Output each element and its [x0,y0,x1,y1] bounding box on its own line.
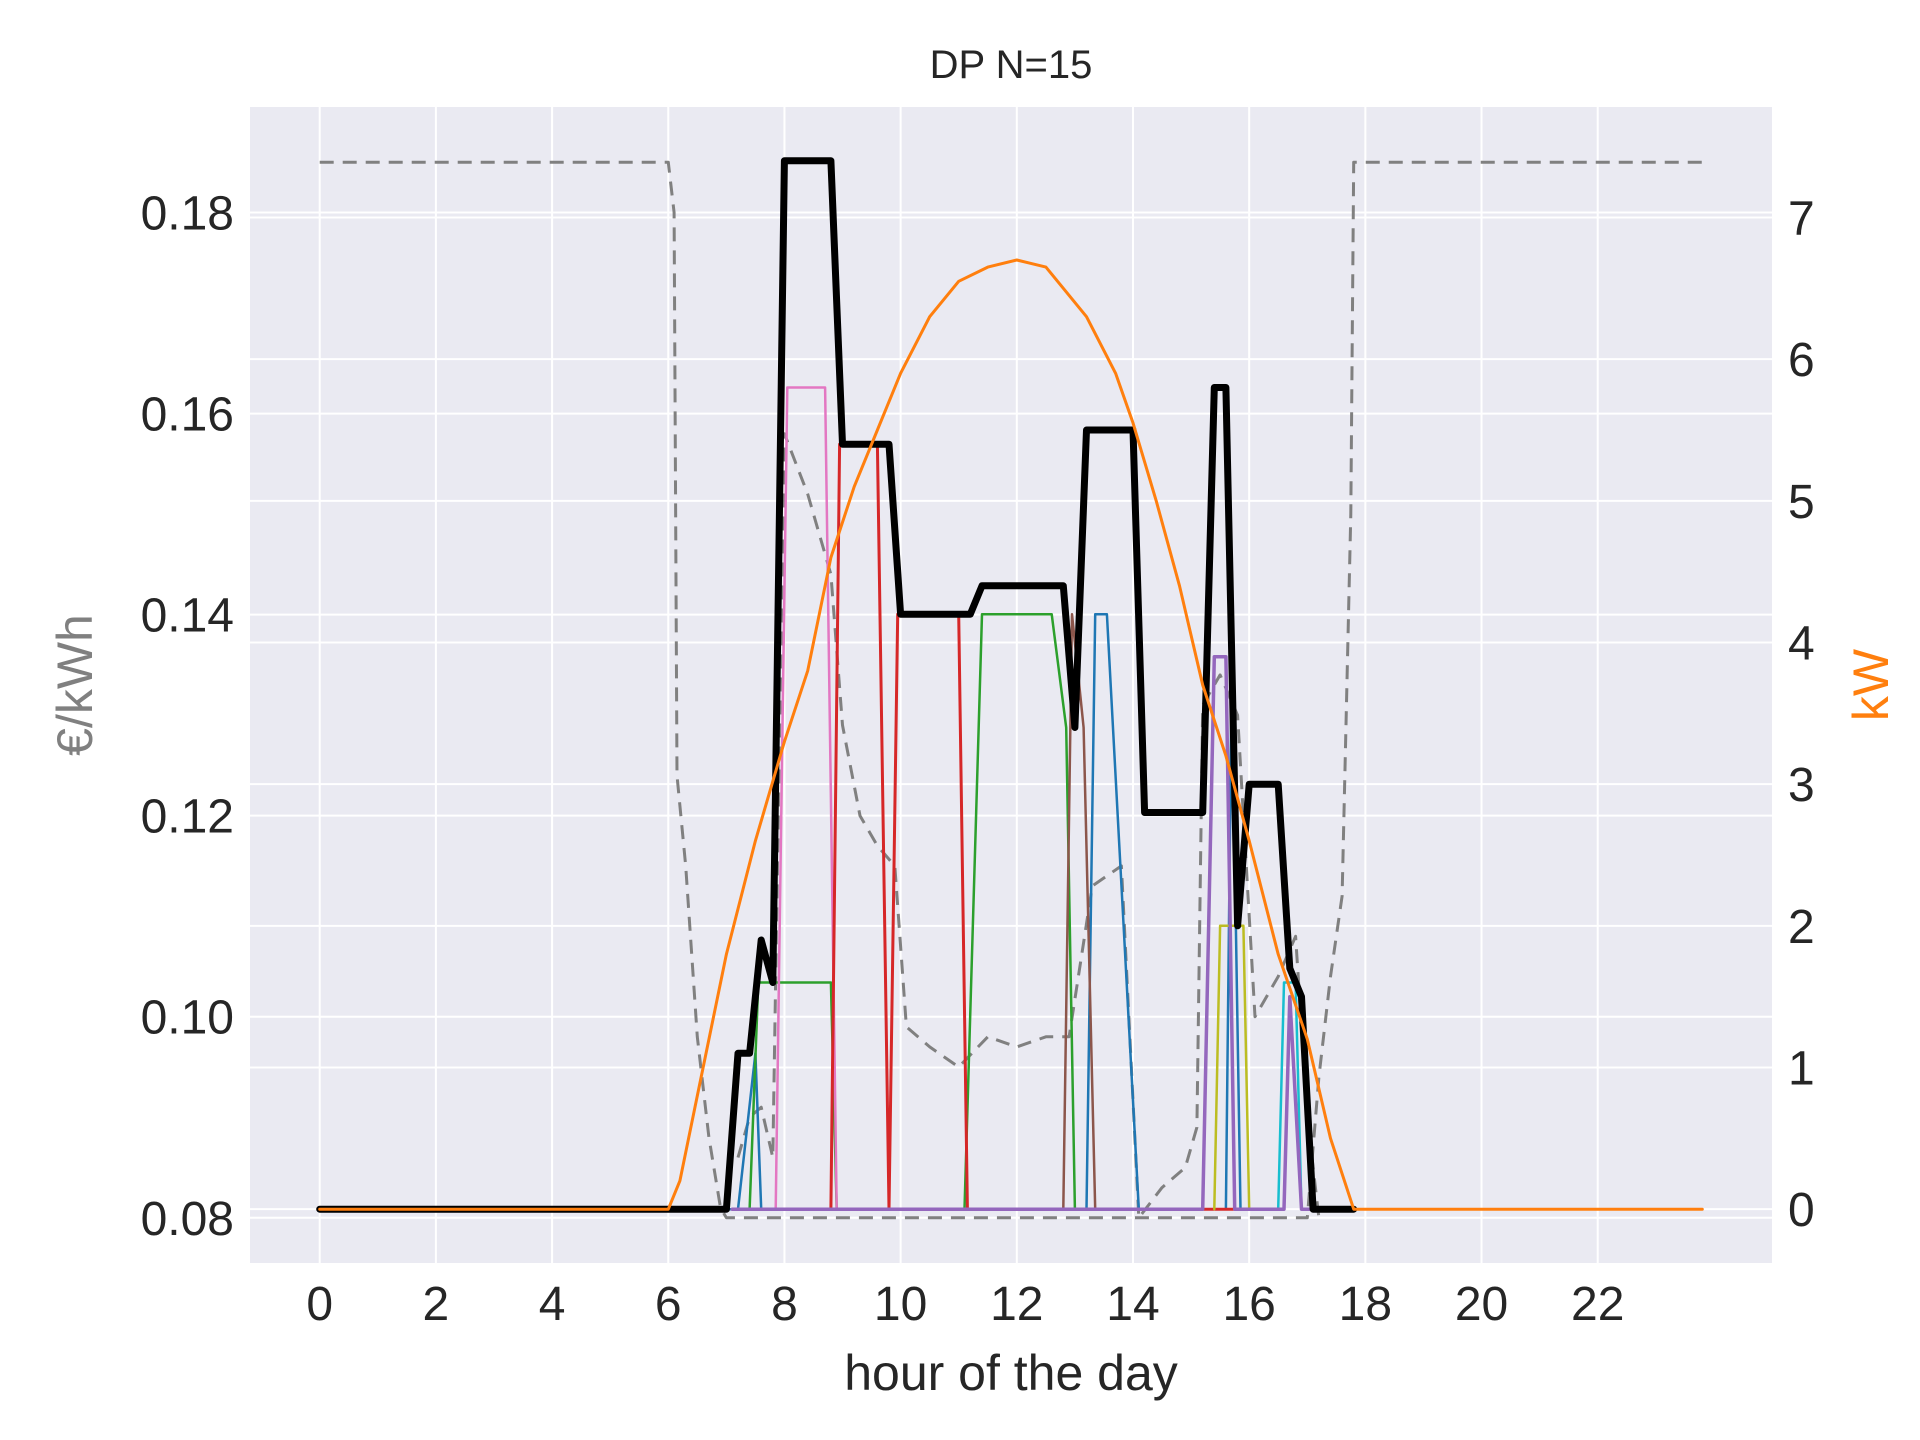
y-right-tick-label: 2 [1788,901,1815,954]
y-right-tick-label: 0 [1788,1184,1815,1237]
chart-title: DP N=15 [930,43,1093,87]
y-left-tick-label: 0.16 [141,389,234,442]
x-tick-label: 22 [1571,1278,1624,1331]
x-tick-label: 16 [1222,1278,1275,1331]
grid-layer [250,107,1772,1263]
y-right-tick-label: 4 [1788,618,1815,671]
series-line-2 [725,612,1263,1211]
y-right-tick-label: 6 [1788,334,1815,387]
y-axis-right-label: kW [1843,648,1899,721]
series-line-0 [319,160,1703,1220]
x-tick-label: 20 [1455,1278,1508,1331]
y-axis-left-label: €/kWh [47,614,103,756]
y-left-tick-label: 0.18 [141,188,234,241]
y-right-tick-label: 5 [1788,476,1815,529]
x-tick-label: 12 [990,1278,1043,1331]
x-tick-label: 2 [423,1278,450,1331]
x-tick-label: 6 [655,1278,682,1331]
y-left-tick-label: 0.10 [141,992,234,1045]
x-tick-label: 10 [874,1278,927,1331]
series-layer [316,157,1704,1220]
y-right-tick-label: 7 [1788,193,1815,246]
series-line-10 [316,157,1358,1213]
y-right-tick-label: 1 [1788,1043,1815,1096]
y-right-tick-label: 3 [1788,759,1815,812]
x-tick-label: 8 [771,1278,798,1331]
series-line-11 [318,258,1704,1211]
y-left-tick-label: 0.12 [141,791,234,844]
x-tick-label: 14 [1106,1278,1159,1331]
tick-layer: 0 2 4 6 8 10 12 14 16 18 20 220.080.100.120.140.160… [141,188,1815,1331]
plot-background [250,107,1772,1263]
series-line-9 [730,654,1315,1211]
x-tick-label: 18 [1339,1278,1392,1331]
y-left-tick-label: 0.14 [141,590,234,643]
x-tick-label: 0 [306,1278,333,1331]
y-left-tick-label: 0.08 [141,1193,234,1246]
x-tick-label: 4 [539,1278,566,1331]
x-axis-label: hour of the day [844,1345,1178,1401]
